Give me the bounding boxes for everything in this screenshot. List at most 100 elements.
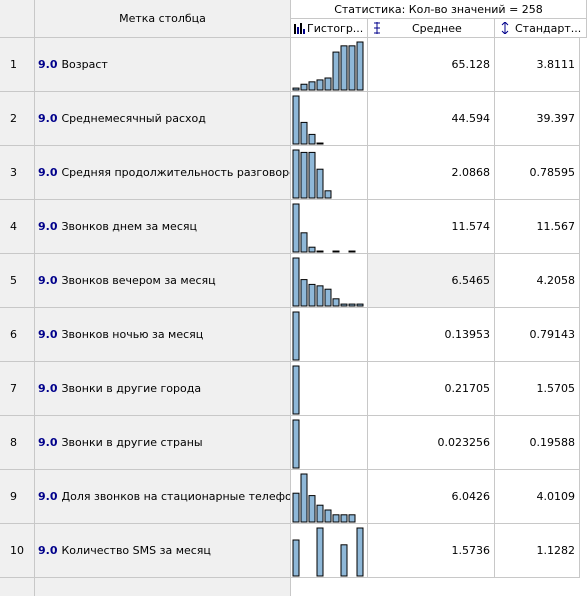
type-badge: 9.0 — [38, 436, 58, 449]
histogram-bar — [316, 504, 324, 523]
histogram-cell — [291, 92, 368, 146]
mean-cell: 0.13953 — [368, 308, 495, 362]
histogram-bar — [324, 509, 332, 523]
histogram-bar — [316, 527, 324, 577]
histogram-bar — [308, 133, 316, 145]
mean-cell: 6.5465 — [368, 254, 495, 308]
histogram-bar — [300, 232, 308, 253]
row-index: 8 — [0, 416, 35, 470]
label-text: Количество SMS за месяц — [61, 544, 211, 557]
histogram-bar — [300, 83, 308, 91]
column-header[interactable]: Гистогр... — [291, 19, 368, 38]
histogram-bar — [300, 121, 308, 145]
type-badge: 9.0 — [38, 112, 58, 125]
std-cell: 3.8111 — [495, 38, 580, 92]
std-cell: 0.79143 — [495, 308, 580, 362]
type-badge: 9.0 — [38, 58, 58, 71]
mean-cell: 0.21705 — [368, 362, 495, 416]
histogram — [292, 203, 356, 253]
row-index: 9 — [0, 470, 35, 524]
histogram-bar — [308, 246, 316, 253]
empty-row — [0, 578, 35, 596]
histogram-bar — [324, 288, 332, 307]
histogram-bar — [316, 142, 324, 145]
histogram-bar — [340, 45, 348, 91]
row-label[interactable]: 9.0 Звонков вечером за месяц — [35, 254, 291, 308]
row-label[interactable]: 9.0 Звонков ночью за месяц — [35, 308, 291, 362]
histogram-bar — [340, 544, 348, 577]
histogram-bar — [292, 539, 300, 577]
histogram — [292, 149, 332, 199]
std-cell: 39.397 — [495, 92, 580, 146]
label-text: Средняя продолжительность разговоров — [61, 166, 291, 179]
histogram-bar — [340, 303, 348, 307]
row-label[interactable]: 9.0 Звонков днем за месяц — [35, 200, 291, 254]
histogram-cell — [291, 416, 368, 470]
histogram-bar — [308, 151, 316, 199]
label-text: Звонков днем за месяц — [61, 220, 197, 233]
histogram-bar — [292, 149, 300, 199]
histogram-cell — [291, 308, 368, 362]
std-cell: 0.78595 — [495, 146, 580, 200]
histogram-icon — [294, 23, 305, 34]
row-index: 5 — [0, 254, 35, 308]
histogram-cell — [291, 524, 368, 578]
row-label[interactable]: 9.0 Количество SMS за месяц — [35, 524, 291, 578]
histogram-bar — [356, 41, 364, 91]
row-index: 4 — [0, 200, 35, 254]
histogram-bar — [292, 365, 300, 415]
histogram — [292, 365, 300, 415]
histogram — [292, 95, 324, 145]
row-label[interactable]: 9.0 Звонки в другие страны — [35, 416, 291, 470]
std-cell: 1.5705 — [495, 362, 580, 416]
std-icon — [501, 22, 509, 34]
histogram-cell — [291, 200, 368, 254]
column-header[interactable]: Среднее — [368, 19, 495, 38]
histogram-bar — [308, 283, 316, 307]
histogram-bar — [308, 81, 316, 91]
histogram-bar — [308, 495, 316, 523]
histogram — [292, 527, 364, 577]
type-badge: 9.0 — [38, 274, 58, 287]
histogram-bar — [292, 95, 300, 145]
histogram-bar — [356, 527, 364, 577]
label-text: Звонков вечером за месяц — [61, 274, 216, 287]
row-index: 3 — [0, 146, 35, 200]
row-label[interactable]: 9.0 Среднемесячный расход — [35, 92, 291, 146]
corner — [0, 0, 35, 38]
group-header: Статистика: Кол-во значений = 258 — [291, 0, 587, 19]
type-badge: 9.0 — [38, 382, 58, 395]
histogram-bar — [348, 303, 356, 307]
mean-cell: 1.5736 — [368, 524, 495, 578]
histogram-bar — [292, 419, 300, 469]
row-index: 6 — [0, 308, 35, 362]
mean-cell: 2.0868 — [368, 146, 495, 200]
histogram-cell — [291, 38, 368, 92]
mean-cell: 6.0426 — [368, 470, 495, 524]
row-label[interactable]: 9.0 Звонки в другие города — [35, 362, 291, 416]
histogram — [292, 311, 300, 361]
std-cell: 11.567 — [495, 200, 580, 254]
histogram-cell — [291, 146, 368, 200]
row-label[interactable]: 9.0 Доля звонков на стационарные телефоны — [35, 470, 291, 524]
row-label[interactable]: 9.0 Средняя продолжительность разговоров — [35, 146, 291, 200]
column-header[interactable]: Стандарт... — [495, 19, 587, 38]
std-cell: 1.1282 — [495, 524, 580, 578]
type-badge: 9.0 — [38, 220, 58, 233]
std-cell: 4.2058 — [495, 254, 580, 308]
histogram-bar — [348, 250, 356, 253]
histogram-bar — [316, 250, 324, 253]
label-text: Звонки в другие города — [61, 382, 202, 395]
histogram-bar — [340, 514, 348, 523]
row-label[interactable]: 9.0 Возраст — [35, 38, 291, 92]
row-index: 2 — [0, 92, 35, 146]
mean-icon — [374, 22, 380, 34]
mean-cell: 11.574 — [368, 200, 495, 254]
label-header[interactable]: Метка столбца — [35, 0, 291, 38]
histogram-bar — [292, 203, 300, 253]
column-title: Среднее — [412, 21, 462, 35]
label-text: Звонки в другие страны — [61, 436, 203, 449]
histogram-bar — [332, 250, 340, 253]
histogram-cell — [291, 470, 368, 524]
